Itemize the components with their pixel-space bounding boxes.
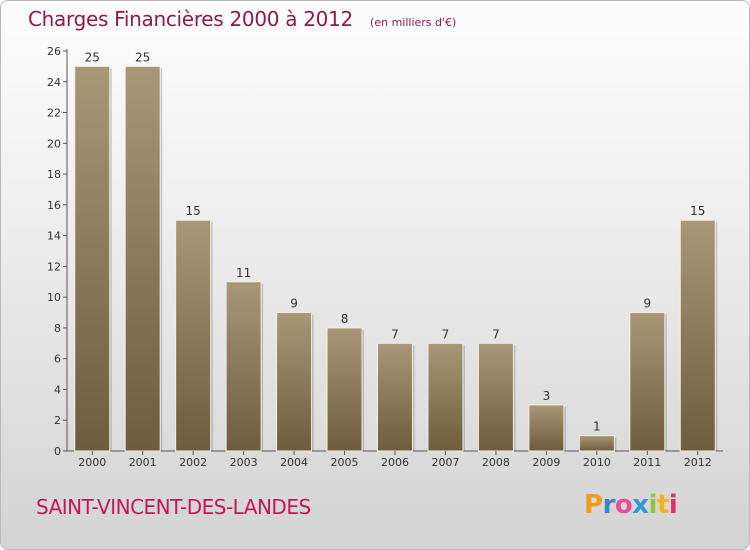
y-tick-label: 20	[47, 137, 61, 150]
logo-letter: t	[656, 490, 669, 520]
data-label-2012: 15	[690, 204, 705, 218]
y-tick-label: 10	[47, 291, 61, 304]
x-tick-label-2002: 2002	[179, 456, 207, 469]
proxiti-logo: Proxiti	[584, 490, 678, 520]
data-label-2008: 7	[492, 327, 500, 341]
x-tick-label-2003: 2003	[230, 456, 258, 469]
x-tick-label-2004: 2004	[280, 456, 308, 469]
y-tick-label: 14	[47, 230, 61, 243]
bar-2002	[175, 219, 212, 452]
bar-2007	[427, 342, 464, 452]
bar-2010	[578, 435, 615, 452]
y-tick-label: 22	[47, 107, 61, 120]
x-tick-label-2011: 2011	[633, 456, 661, 469]
data-label-2005: 8	[341, 312, 349, 326]
bar-2012	[679, 219, 716, 452]
x-tick-label-2007: 2007	[431, 456, 459, 469]
x-tick-label-2005: 2005	[331, 456, 359, 469]
y-tick-label: 6	[54, 353, 61, 366]
logo-letter: r	[602, 490, 616, 520]
logo-letter: o	[614, 490, 633, 520]
data-label-2002: 15	[186, 204, 201, 218]
x-tick-label-2008: 2008	[482, 456, 510, 469]
y-tick-label: 0	[54, 445, 61, 458]
y-tick-label: 4	[54, 383, 61, 396]
x-tick-label-2006: 2006	[381, 456, 409, 469]
bar-2005	[326, 327, 363, 452]
y-tick-label: 24	[47, 76, 61, 89]
y-tick-label: 18	[47, 168, 61, 181]
bar-2004	[276, 312, 313, 452]
logo-letter: P	[584, 490, 603, 520]
x-tick-label-2012: 2012	[684, 456, 712, 469]
bar-2009	[528, 404, 565, 452]
bar-2000	[74, 65, 111, 452]
bar-2001	[124, 65, 161, 452]
x-tick-label-2001: 2001	[129, 456, 157, 469]
data-label-2001: 25	[135, 50, 150, 64]
data-label-2007: 7	[442, 327, 450, 341]
bar-2008	[477, 342, 514, 452]
data-label-2003: 11	[236, 266, 251, 280]
chart-title-block: Charges Financières 2000 à 2012 (en mill…	[28, 7, 456, 31]
x-tick-label-2000: 2000	[78, 456, 106, 469]
logo-letter: x	[632, 490, 649, 520]
y-tick-label: 8	[54, 322, 61, 335]
bar-2006	[377, 342, 413, 452]
x-tick-label-2009: 2009	[532, 456, 560, 469]
y-tick-label: 26	[47, 45, 61, 58]
data-label-2004: 9	[290, 297, 298, 311]
data-label-2006: 7	[391, 327, 399, 341]
y-tick-label: 16	[47, 199, 61, 212]
bar-2011	[629, 312, 666, 452]
data-label-2009: 3	[543, 389, 551, 403]
data-label-2011: 9	[643, 297, 651, 311]
commune-name: SAINT-VINCENT-DES-LANDES	[36, 495, 311, 519]
chart-title: Charges Financières 2000 à 2012	[28, 7, 353, 31]
logo-letter: i	[648, 490, 658, 520]
x-tick-label-2010: 2010	[583, 456, 611, 469]
data-label-2000: 25	[85, 50, 100, 64]
data-label-2010: 1	[593, 420, 601, 434]
chart-subtitle: (en milliers d'€)	[370, 16, 457, 29]
y-tick-label: 2	[54, 414, 61, 427]
y-tick-label: 12	[47, 260, 61, 273]
logo-letter: i	[668, 490, 678, 520]
bar-2003	[225, 281, 262, 452]
